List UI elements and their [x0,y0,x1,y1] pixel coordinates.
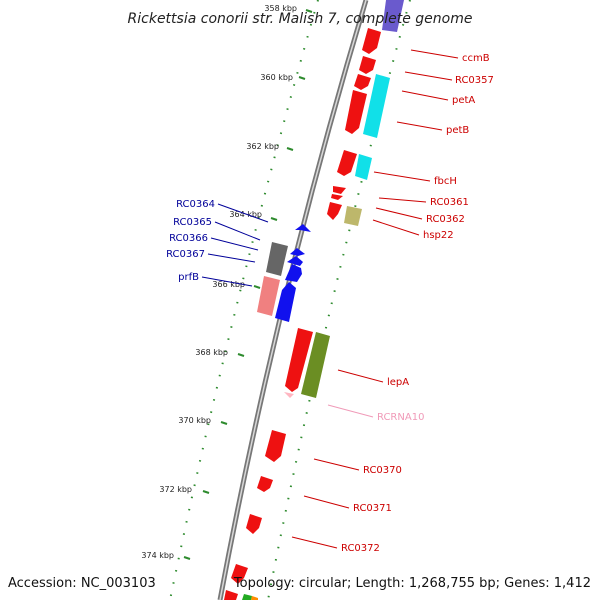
gene-label-peta[interactable]: petA [452,95,475,106]
gene-petA[interactable] [354,74,371,90]
gene-label-rcrna10[interactable]: RCRNA10 [377,412,424,423]
leader-line-rc0364 [217,203,269,223]
scale-tick-mark [286,147,294,151]
gene-lepA-olive[interactable] [301,332,330,398]
gene-hsp22-khaki[interactable] [344,206,362,226]
gene-RC0365[interactable] [290,248,305,256]
gene-RC0357[interactable] [359,56,376,74]
leader-line-rc0361 [378,197,427,203]
gene-hsp22[interactable] [327,202,342,220]
gene-label-petb[interactable]: petB [446,125,469,136]
gene-lower-2 [224,590,238,600]
gene-label-prfb[interactable]: prfB [178,272,199,283]
gene-RC0367[interactable] [285,264,302,282]
scale-tick-mark [253,285,261,289]
gene-lower-1 [231,564,248,584]
gene-label-fbch[interactable]: fbcH [434,176,457,187]
gene-label-rc0366[interactable]: RC0366 [169,233,208,244]
leader-line-lepa [337,369,384,383]
gene-label-rc0357[interactable]: RC0357 [455,75,494,86]
leader-line-hsp22 [372,219,420,236]
scale-ring-outer [169,0,319,600]
scale-tick-mark [298,76,306,80]
leader-line-ccmb [410,49,459,59]
leader-line-rc0357 [404,71,453,81]
gene-label-lepa[interactable]: lepA [387,377,409,388]
gene-label-ccmb[interactable]: ccmB [462,53,490,64]
gene-ccmB[interactable] [362,28,381,54]
gene-RC0366[interactable] [287,256,303,266]
leader-line-petb [396,121,443,131]
scale-tick-label: 362 kbp [246,142,279,151]
gene-RC0364[interactable] [295,224,311,232]
gene-label-rc0362[interactable]: RC0362 [426,214,465,225]
scale-tick-mark [183,556,191,560]
gene-RC0370[interactable] [265,430,286,462]
gene-petB-cyan[interactable] [363,74,390,138]
gene-RC0372[interactable] [246,514,262,534]
scale-tick-label: 374 kbp [141,551,174,560]
leader-line-rc0365 [214,221,261,241]
gene-fbcH[interactable] [337,150,357,176]
leader-line-rc0371 [303,495,350,509]
gene-RC0361[interactable] [333,186,346,194]
gene-label-rc0370[interactable]: RC0370 [363,465,402,476]
genome-summary-text: Topology: circular; Length: 1,268,755 bp… [233,576,591,591]
leader-line-peta [401,90,449,101]
gene-label-rc0364[interactable]: RC0364 [176,199,215,210]
gene-features-other [301,0,404,398]
scale-tick-mark [270,217,278,221]
gene-label-rc0361[interactable]: RC0361 [430,197,469,208]
leader-line-rc0372 [291,536,338,549]
gene-fbcH-cyan[interactable] [355,154,372,180]
accession-text: Accession: NC_003103 [8,576,156,591]
gene-RC0371[interactable] [257,476,273,492]
scale-tick-mark [202,490,210,494]
scale-tick-mark [220,421,228,425]
gene-prfB-salmon[interactable] [257,276,280,316]
scale-tick-label: 360 kbp [260,73,293,82]
leader-line-rcrna10 [327,404,374,418]
scale-tick-label: 370 kbp [178,416,211,425]
leader-line-prfb [201,276,253,287]
gene-label-rc0367[interactable]: RC0367 [166,249,205,260]
gene-lower-4 [251,596,258,600]
scale-tick-label: 366 kbp [212,280,245,289]
gene-lepA[interactable] [285,328,313,392]
leader-line-fbch [373,171,431,182]
leader-line-rc0367 [207,253,256,263]
gene-label-rc0371[interactable]: RC0371 [353,503,392,514]
gene-features-reverse [257,224,311,322]
map-title: Rickettsia conorii str. Malish 7, comple… [128,11,473,27]
gene-label-hsp22[interactable]: hsp22 [423,230,454,241]
gene-RCRNA10[interactable] [284,392,294,398]
leader-line-rc0362 [375,207,423,220]
gene-features-forward [224,28,381,600]
gene-RC0362[interactable] [331,194,343,200]
gene-labels: ccmB RC0357 petA petB fbcH RC0361 RC0362 hsp22 l… [166,49,494,554]
scale-tick-label: 372 kbp [159,485,192,494]
leader-line-rc0366 [210,237,259,251]
scale-tick-label: 368 kbp [195,348,228,357]
scale-tick-label: 358 kbp [264,4,297,13]
gene-RC0367-gray[interactable] [266,242,288,276]
leader-line-rc0370 [313,458,360,471]
scale-tick-mark [305,9,313,13]
gene-prfB[interactable] [275,282,296,322]
gene-lower-3 [242,594,252,600]
gene-petB[interactable] [345,90,367,134]
gene-top-slate [382,0,404,32]
scale-tick-mark [237,353,245,357]
gene-label-rc0365[interactable]: RC0365 [173,217,212,228]
gene-label-rc0372[interactable]: RC0372 [341,543,380,554]
